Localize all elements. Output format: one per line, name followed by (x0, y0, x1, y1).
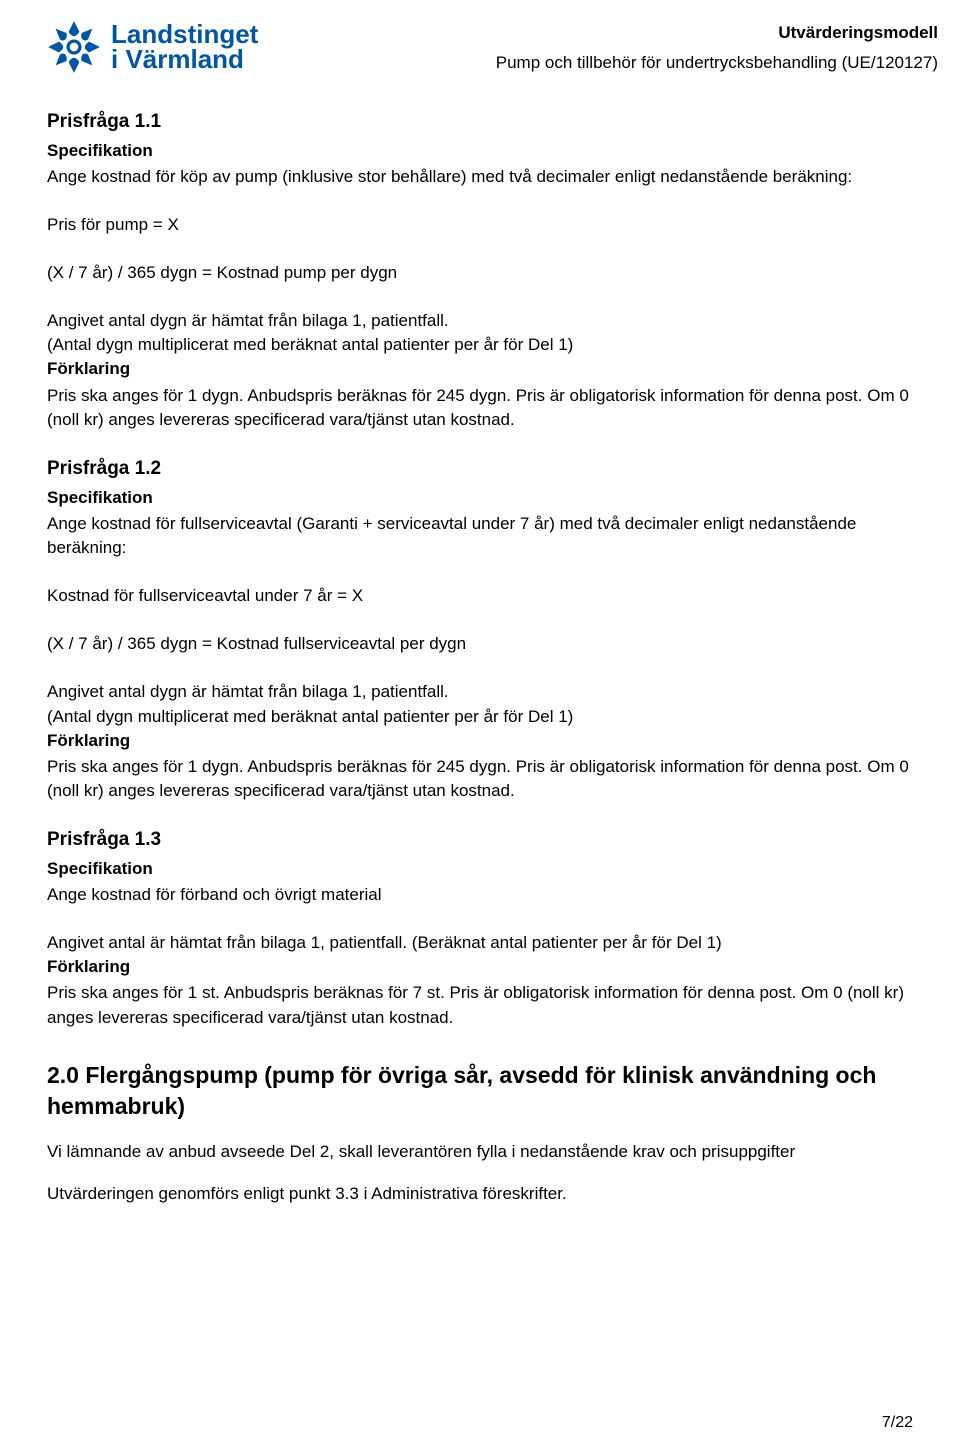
spec-text-p12: Ange kostnad för fullserviceavtal (Garan… (47, 512, 913, 560)
doc-title: Utvärderingsmodell (496, 20, 938, 46)
spec-label-p11: Specifikation (47, 139, 913, 163)
spec-text-p13: Ange kostnad för förband och övrigt mate… (47, 883, 913, 907)
forklaring-text-p12: Pris ska anges för 1 dygn. Anbudspris be… (47, 755, 913, 803)
page-header: Landstinget i Värmland Utvärderingsmodel… (0, 0, 960, 85)
s20-line-b: Utvärderingen genomförs enligt punkt 3.3… (47, 1182, 913, 1206)
forklaring-text-p11: Pris ska anges för 1 dygn. Anbudspris be… (47, 384, 913, 432)
forklaring-label-p12: Förklaring (47, 729, 913, 753)
forklaring-label-p13: Förklaring (47, 955, 913, 979)
spec-text-p11: Ange kostnad för köp av pump (inklusive … (47, 165, 913, 189)
page-number: 7/22 (882, 1414, 913, 1432)
p11-line-d: (Antal dygn multiplicerat med beräknat a… (47, 333, 913, 357)
p11-line-a: Pris för pump = X (47, 213, 913, 237)
logo-text: Landstinget i Värmland (111, 21, 258, 74)
p12-line-b: (X / 7 år) / 365 dygn = Kostnad fullserv… (47, 632, 913, 656)
heading-p13: Prisfråga 1.3 (47, 827, 913, 854)
p12-line-d: (Antal dygn multiplicerat med beräknat a… (47, 705, 913, 729)
spec-label-p13: Specifikation (47, 857, 913, 881)
logo-line2: i Värmland (111, 46, 258, 73)
heading-s20: 2.0 Flergångspump (pump för övriga sår, … (47, 1060, 913, 1122)
s20-line-a: Vi lämnande av anbud avseede Del 2, skal… (47, 1140, 913, 1164)
p11-line-b: (X / 7 år) / 365 dygn = Kostnad pump per… (47, 261, 913, 285)
p13-line-a: Angivet antal är hämtat från bilaga 1, p… (47, 931, 913, 955)
spec-label-p12: Specifikation (47, 486, 913, 510)
heading-p12: Prisfråga 1.2 (47, 456, 913, 483)
landstinget-flower-icon (47, 20, 101, 74)
heading-p11: Prisfråga 1.1 (47, 109, 913, 136)
forklaring-text-p13: Pris ska anges för 1 st. Anbudspris berä… (47, 981, 913, 1029)
p11-line-c: Angivet antal dygn är hämtat från bilaga… (47, 309, 913, 333)
logo: Landstinget i Värmland (47, 20, 258, 74)
doc-subtitle: Pump och tillbehör för undertrycksbehand… (496, 50, 938, 76)
p12-line-c: Angivet antal dygn är hämtat från bilaga… (47, 680, 913, 704)
forklaring-label-p11: Förklaring (47, 357, 913, 381)
p12-line-a: Kostnad för fullserviceavtal under 7 år … (47, 584, 913, 608)
content: Prisfråga 1.1 Specifikation Ange kostnad… (0, 85, 960, 1206)
header-right: Utvärderingsmodell Pump och tillbehör fö… (496, 20, 938, 77)
